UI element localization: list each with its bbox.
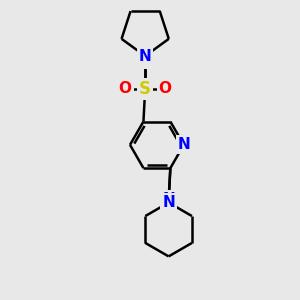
Text: N: N — [139, 49, 152, 64]
Text: N: N — [139, 52, 152, 67]
Text: N: N — [162, 192, 175, 207]
Text: N: N — [177, 137, 190, 152]
Text: N: N — [162, 195, 175, 210]
Text: S: S — [139, 80, 151, 98]
Text: O: O — [119, 81, 132, 96]
Text: O: O — [159, 81, 172, 96]
